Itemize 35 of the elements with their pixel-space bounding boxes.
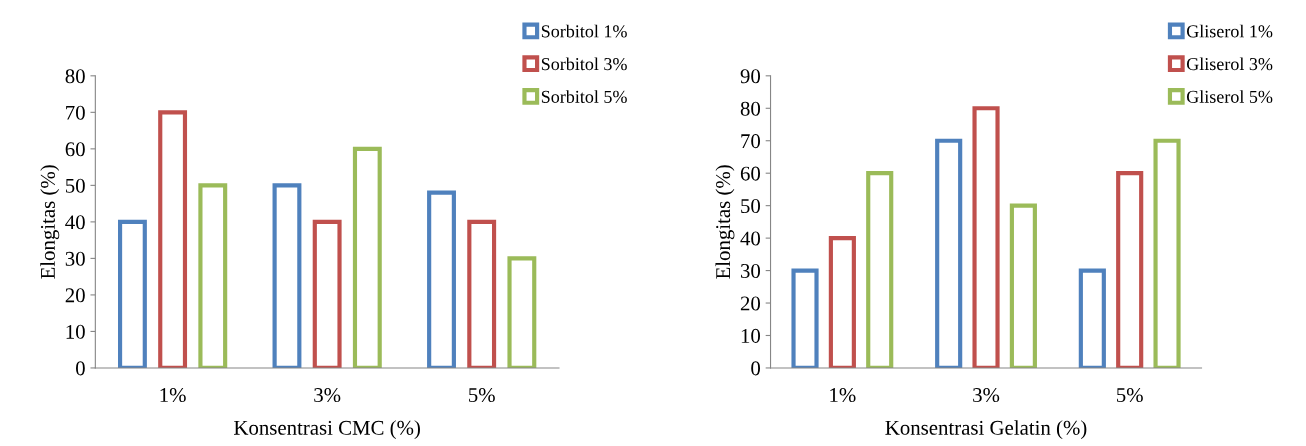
y-tick-label: 90 — [740, 69, 761, 84]
legend-label: Gliserol 3% — [1186, 57, 1273, 71]
y-tick-label: 10 — [741, 328, 761, 343]
y-tick-label: 20 — [65, 288, 85, 303]
y-tick-label: 40 — [65, 215, 85, 230]
legend-label: Gliserol 1% — [1186, 24, 1273, 38]
y-tick-label: 70 — [741, 134, 761, 149]
y-tick-label: 0 — [75, 361, 85, 376]
legend-label: Sorbitol 3% — [541, 57, 627, 71]
x-tick-label: 1% — [160, 388, 186, 403]
y-tick-label: 30 — [65, 251, 85, 266]
x-tick-label: 5% — [1117, 388, 1143, 403]
y-axis-title: Elongitas (%) — [715, 165, 735, 279]
x-tick-label: 3% — [973, 388, 1000, 403]
y-tick-label: 50 — [65, 178, 85, 193]
y-tick-label: 80 — [740, 101, 761, 116]
y-tick-label: 0 — [751, 361, 761, 376]
y-tick-label: 20 — [740, 296, 761, 311]
x-tick-label: 1% — [830, 388, 856, 403]
y-tick-label: 60 — [740, 166, 761, 181]
y-tick-label: 60 — [65, 142, 85, 157]
y-tick-label: 80 — [65, 69, 85, 84]
y-tick-label: 50 — [741, 199, 761, 214]
x-axis-title: Konsentrasi Gelatin (%) — [885, 420, 1087, 440]
x-tick-label: 5% — [469, 388, 495, 403]
x-axis-title: Konsentrasi CMC (%) — [234, 420, 420, 440]
y-tick-label: 30 — [740, 263, 761, 279]
y-tick-label: 70 — [66, 105, 85, 120]
legend-label: Gliserol 5% — [1186, 90, 1273, 103]
y-tick-label: 10 — [66, 324, 85, 339]
x-tick-label: 3% — [314, 388, 341, 403]
y-tick-label: 40 — [740, 231, 761, 246]
y-axis-title: Elongitas (%) — [40, 165, 60, 279]
legend-label: Sorbitol 1% — [541, 24, 627, 38]
legend-label: Sorbitol 5% — [541, 90, 627, 103]
